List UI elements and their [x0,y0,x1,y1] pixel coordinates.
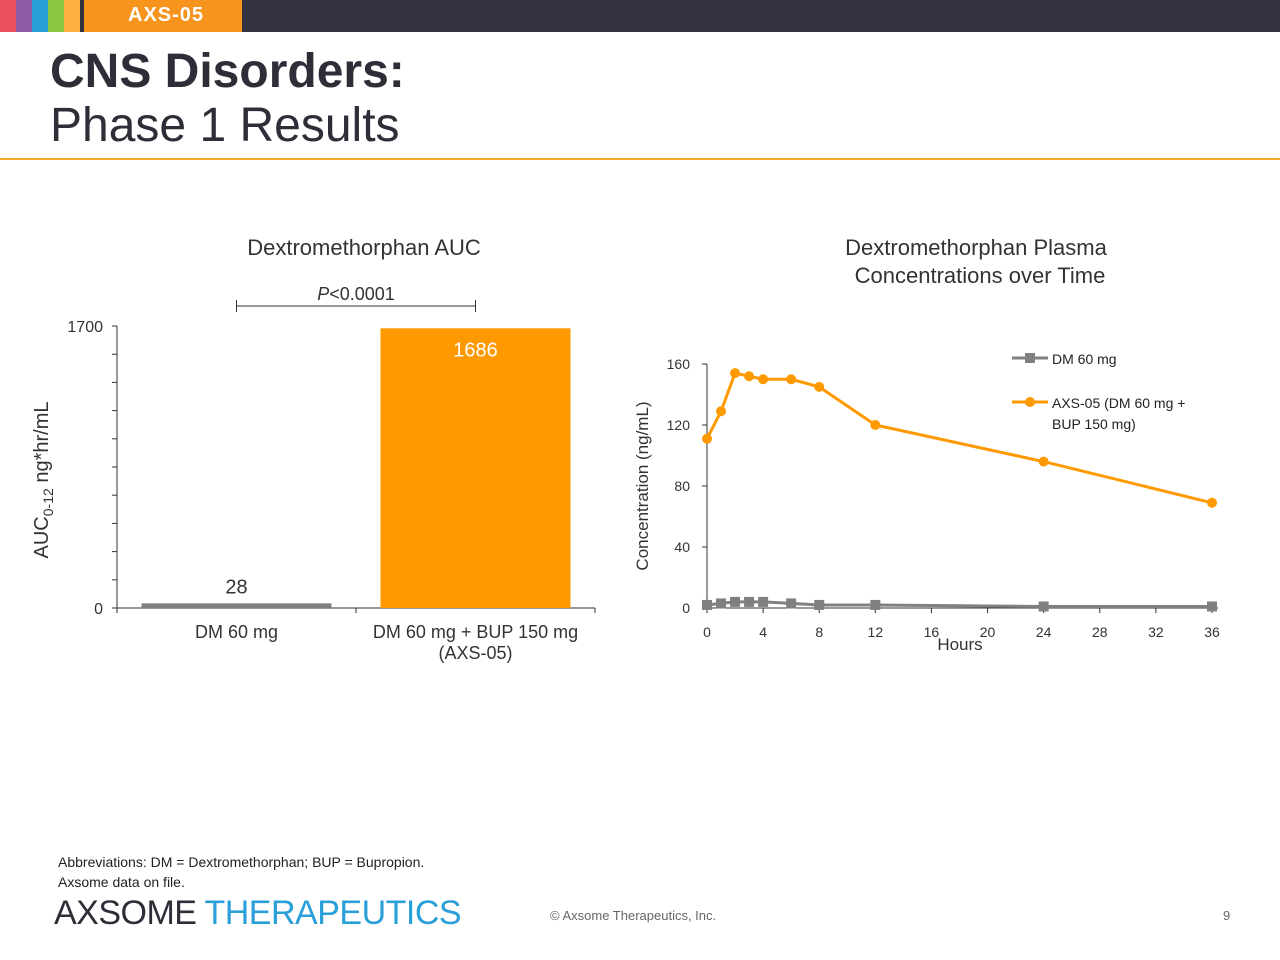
line-x-axis-label: Hours [937,635,982,654]
line-y-tick-label: 80 [674,478,690,494]
series-marker [1038,601,1049,612]
bar-value-label: 1686 [453,339,498,361]
series-marker [758,596,769,607]
series-marker [1207,497,1217,508]
color-stripe [16,0,32,32]
color-stripe [48,0,64,32]
series-line [705,371,1213,505]
bar-y-tick-label: 0 [94,601,103,618]
series-marker [730,368,741,379]
line-x-tick-label: 12 [868,624,884,640]
page-number: 9 [1223,908,1231,923]
line-y-tick-label: 160 [667,356,691,372]
series-marker [758,374,769,385]
series-marker [702,433,712,444]
bar-value-label: 28 [225,576,247,598]
line-x-tick-label: 24 [1036,624,1052,640]
series-marker [786,598,797,609]
bar-chart-title: Dextromethorphan AUC [247,235,481,260]
series-marker [814,599,825,610]
bar [380,328,571,608]
color-stripe [64,0,80,32]
series-marker [1207,601,1217,612]
legend-label: DM 60 mg [1052,351,1117,367]
legend-marker [1025,397,1035,407]
line-x-tick-label: 8 [815,624,823,640]
legend-label: AXS-05 (DM 60 mg + [1052,395,1185,411]
legend-marker [1025,353,1035,363]
series-marker [786,374,797,385]
series-marker [1038,456,1049,467]
line-x-tick-label: 28 [1092,624,1108,640]
page-subtitle: Phase 1 Results [50,99,400,152]
line-x-tick-label: 20 [980,624,996,640]
line-x-tick-label: 4 [759,624,767,640]
series-marker [716,406,727,417]
color-stripe [32,0,48,32]
line-x-tick-label: 0 [703,624,711,640]
title-divider [0,158,1280,160]
section-tag-label: AXS-05 [128,4,205,26]
bar-y-axis-label: AUC0-12 ng*hr/mL [31,402,56,559]
line-y-tick-label: 120 [667,417,691,433]
series-line [706,600,1212,608]
line-y-tick-label: 0 [682,600,690,616]
color-stripe [0,0,16,32]
significance-label: P<0.0001 [317,284,395,304]
line-x-tick-label: 32 [1148,624,1164,640]
line-chart-title-line2: Concentrations over Time [855,263,1106,288]
series-marker [702,599,712,610]
series-marker [814,381,825,392]
series-marker [870,420,881,430]
series-marker [730,596,741,607]
line-x-tick-label: 36 [1204,624,1220,640]
company-logo: AXSOME THERAPEUTICS [54,894,462,933]
line-y-tick-label: 40 [674,539,690,555]
series-marker [716,598,727,609]
legend-label-line2: BUP 150 mg) [1052,416,1136,432]
abbreviations-note: Abbreviations: DM = Dextromethorphan; BU… [58,854,425,870]
series-marker [744,596,755,607]
source-note: Axsome data on file. [58,874,185,890]
logo-word-therapeutics: THERAPEUTICS [204,894,462,932]
series-marker [870,599,881,610]
line-y-axis-label: Concentration (ng/mL) [633,401,652,570]
bar-category-label: DM 60 mg + BUP 150 mg [373,622,578,642]
line-x-tick-label: 16 [924,624,940,640]
copyright: © Axsome Therapeutics, Inc. [550,908,717,923]
page-title: CNS Disorders: [50,45,405,98]
bar-category-label: DM 60 mg [195,622,278,642]
series-marker [744,371,755,382]
line-chart-title: Dextromethorphan Plasma [845,235,1107,260]
bar-y-tick-label: 1700 [67,319,103,336]
bar-category-sublabel: (AXS-05) [438,643,512,663]
section-tag: AXS-05 [84,0,242,32]
logo-word-axsome: AXSOME [54,894,197,932]
bar [141,603,332,608]
